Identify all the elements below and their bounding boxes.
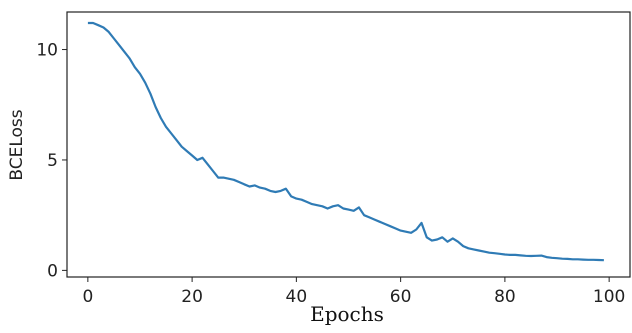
x-tick-label: 80 (494, 287, 516, 307)
y-tick-label: 10 (36, 41, 58, 61)
x-axis: 0 20 40 60 80 100 (82, 277, 625, 307)
x-tick-label: 100 (593, 287, 625, 307)
y-axis-label: BCELoss (7, 109, 27, 180)
x-tick-label: 0 (82, 287, 93, 307)
y-axis: 0 5 10 (36, 41, 67, 281)
x-axis-label: Epochs (310, 302, 384, 326)
x-tick-label: 20 (181, 287, 203, 307)
series-line (87, 21, 604, 262)
x-tick-label: 40 (286, 287, 308, 307)
y-tick-label: 5 (47, 151, 58, 171)
x-tick-label: 60 (390, 287, 412, 307)
plot-area-frame (66, 11, 631, 278)
y-tick-label: 0 (47, 261, 58, 281)
